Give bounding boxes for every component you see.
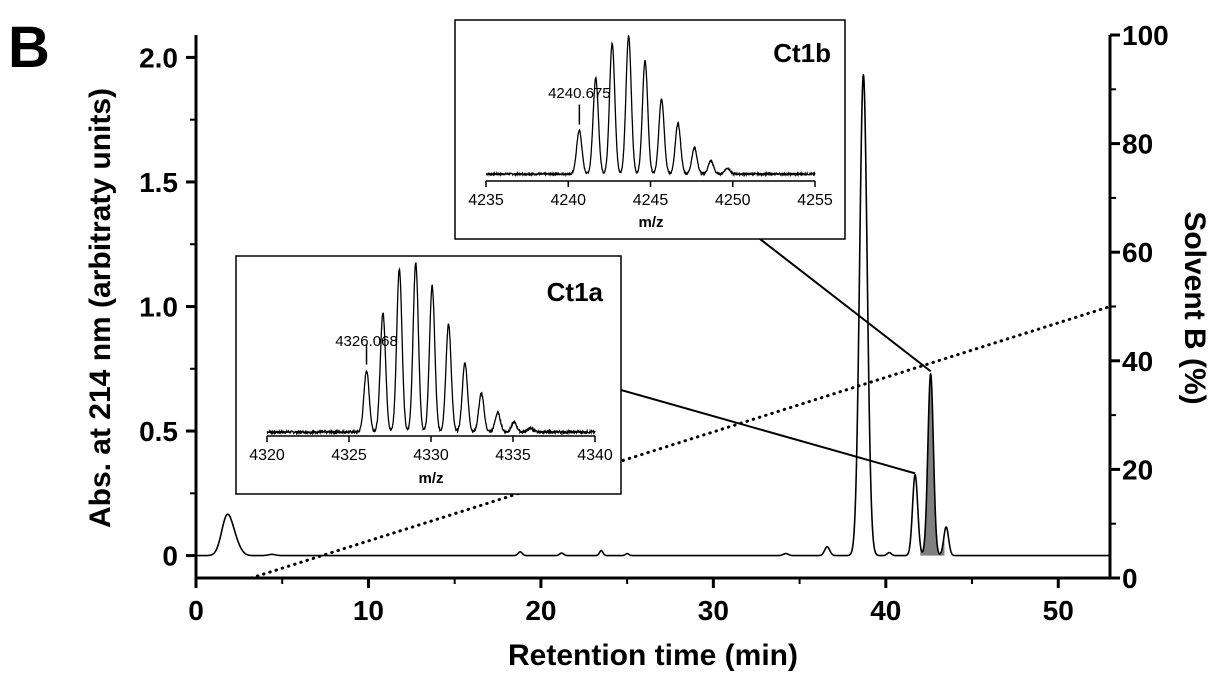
inset-ct1a-x-label: m/z bbox=[418, 470, 443, 487]
main-plot-data bbox=[195, 74, 1112, 580]
y2-tick-label: 100 bbox=[1122, 20, 1169, 51]
callout-line-ct1a bbox=[620, 389, 916, 475]
left-y-axis-ticks: 0 0.5 1.0 1.5 2.0 bbox=[139, 42, 196, 572]
y2-tick-label: 0 bbox=[1122, 563, 1138, 594]
y2-tick-label: 20 bbox=[1122, 454, 1153, 485]
y-tick-label: 0.5 bbox=[139, 416, 178, 447]
inset-ct1a: 4320 4325 4330 4335 4340 Ct1a m/z 4326.068 bbox=[235, 255, 622, 495]
solvent-gradient-line bbox=[249, 305, 1112, 580]
inset-ct1b-annotation: 4240.675 bbox=[548, 85, 611, 125]
main-plot: 0 10 20 30 40 50 0 0.5 1.0 1.5 2.0 0 20 40 60 80 100 R… bbox=[84, 20, 1211, 672]
inset-ct1b-x-ticks: 4235 4240 4245 4250 4255 bbox=[468, 180, 833, 209]
x-tick-label: 20 bbox=[525, 595, 556, 626]
ct1a-spectrum-trace bbox=[266, 262, 596, 436]
inset-ct1b-frame bbox=[454, 19, 846, 240]
inset-ct1a-spectrum bbox=[266, 262, 596, 436]
x-tick-label: 0 bbox=[188, 595, 204, 626]
ct1a-x-tick-label: 4335 bbox=[495, 447, 531, 464]
ct1b-x-tick-label: 4250 bbox=[715, 192, 751, 209]
right-y-axis-label: Solvent B (%) bbox=[1178, 211, 1211, 404]
x-tick-label: 30 bbox=[698, 595, 729, 626]
ct1a-x-tick-label: 4325 bbox=[331, 447, 367, 464]
x-tick-label: 50 bbox=[1043, 595, 1074, 626]
x-tick-label: 10 bbox=[353, 595, 384, 626]
ct1b-x-tick-label: 4235 bbox=[468, 192, 504, 209]
y-tick-label: 0 bbox=[162, 541, 178, 572]
ct1b-spectrum-trace bbox=[485, 34, 816, 178]
callout-line-ct1b bbox=[759, 238, 932, 373]
inset-ct1b-title: Ct1b bbox=[773, 38, 831, 68]
right-y-axis-ticks: 0 20 40 60 80 100 bbox=[1110, 20, 1169, 594]
x-tick-label: 40 bbox=[870, 595, 901, 626]
ct1b-x-tick-label: 4255 bbox=[797, 192, 833, 209]
ct1b-x-tick-label: 4240 bbox=[550, 192, 586, 209]
inset-ct1a-title: Ct1a bbox=[547, 277, 604, 307]
inset-ct1b-spectrum bbox=[485, 34, 816, 178]
inset-ct1a-annotation: 4326.068 bbox=[335, 333, 398, 365]
y2-tick-label: 60 bbox=[1122, 237, 1153, 268]
y2-tick-label: 80 bbox=[1122, 129, 1153, 160]
chromatogram-trace bbox=[195, 74, 1111, 557]
left-y-axis-label: Abs. at 214 nm (arbitraty units) bbox=[84, 88, 117, 528]
ct1a-x-tick-label: 4330 bbox=[413, 447, 449, 464]
inset-ct1b-annotation-label: 4240.675 bbox=[548, 85, 611, 102]
inset-ct1a-annotation-label: 4326.068 bbox=[335, 333, 398, 350]
y-tick-label: 1.0 bbox=[139, 292, 178, 323]
ct1b-x-tick-label: 4245 bbox=[633, 192, 669, 209]
inset-ct1a-x-ticks: 4320 4325 4330 4335 4340 bbox=[249, 435, 613, 464]
ct1a-x-tick-label: 4340 bbox=[577, 447, 613, 464]
inset-ct1b: 4235 4240 4245 4250 4255 Ct1b m/z 4240.675 bbox=[454, 19, 846, 240]
ct1a-x-tick-label: 4320 bbox=[249, 447, 285, 464]
inset-ct1b-x-label: m/z bbox=[638, 214, 663, 231]
inset-callout-lines bbox=[620, 238, 932, 475]
x-axis-ticks: 0 10 20 30 40 50 bbox=[188, 578, 1074, 626]
y-tick-label: 1.5 bbox=[139, 167, 178, 198]
y-tick-label: 2.0 bbox=[139, 42, 178, 73]
panel-label: B bbox=[8, 15, 50, 80]
y2-tick-label: 40 bbox=[1122, 346, 1153, 377]
x-axis-label: Retention time (min) bbox=[508, 639, 798, 672]
